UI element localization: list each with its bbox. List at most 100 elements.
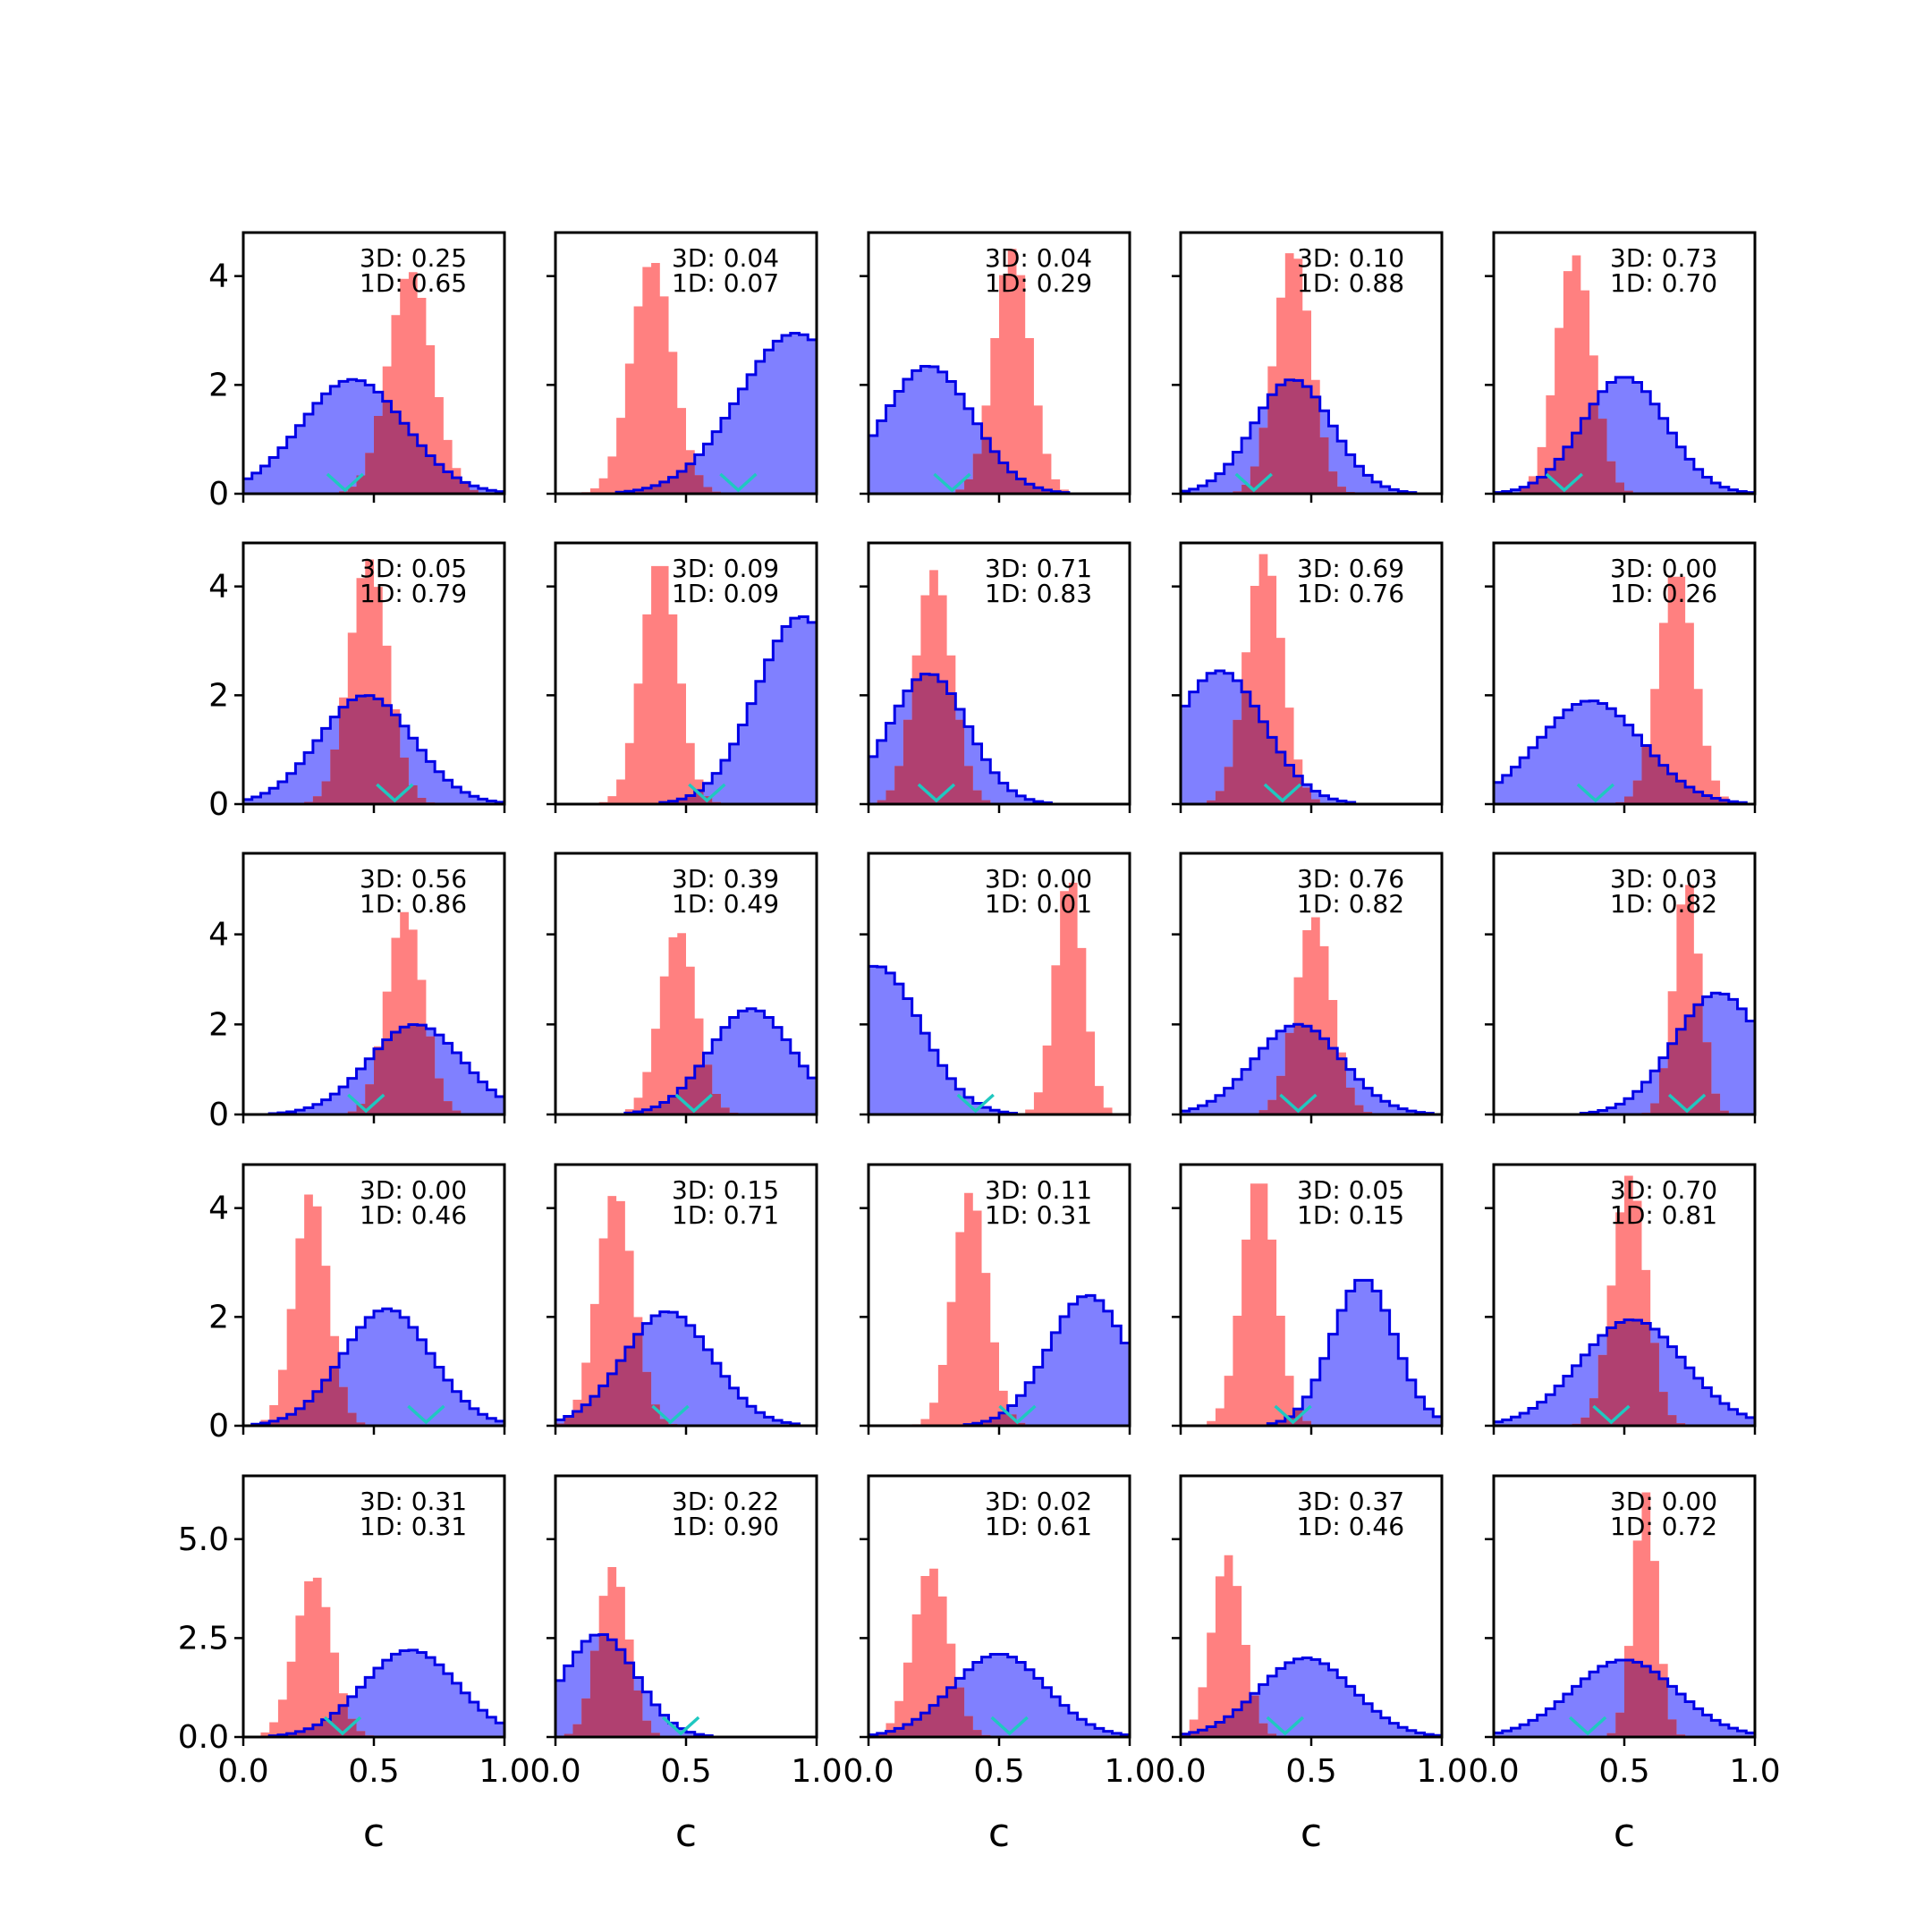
annotation-3d: 3D: 0.00 (985, 864, 1092, 894)
annotation-1d: 1D: 0.88 (1297, 268, 1404, 298)
red-histogram (869, 249, 1130, 494)
marker-icon (651, 1404, 690, 1425)
y-tick-label: 2 (208, 677, 229, 714)
annotation-3d: 3D: 0.71 (985, 554, 1092, 583)
blue-histogram-outline (555, 1632, 817, 1737)
annotation-3d: 3D: 0.00 (360, 1175, 467, 1205)
overlap-region (555, 463, 817, 494)
annotation-1d: 1D: 0.01 (985, 889, 1092, 919)
overlap-region (243, 1024, 504, 1114)
y-tick-label: 4 (208, 258, 229, 295)
marker-icon (719, 472, 758, 493)
annotation-3d: 3D: 0.15 (672, 1175, 779, 1205)
overlap-region (243, 1367, 504, 1426)
x-axis-label: c (1614, 1810, 1635, 1856)
y-tick-label: 0 (208, 476, 229, 513)
red-histogram (1494, 1175, 1755, 1426)
blue-histogram-outline (1494, 991, 1755, 1114)
overlap-region (1181, 691, 1442, 804)
x-tick-label: 0.5 (1598, 1753, 1649, 1790)
x-tick-label: 1.0 (1104, 1753, 1155, 1790)
overlap-region (1181, 1024, 1442, 1114)
blue-histogram-outline (243, 1307, 504, 1426)
annotation-1d: 1D: 0.70 (1610, 268, 1717, 298)
x-axis-label: c (675, 1810, 697, 1856)
x-tick-label: 0.0 (843, 1753, 894, 1790)
blue-histogram-fill (869, 1295, 1130, 1426)
marker-icon (1266, 1716, 1304, 1736)
blue-histogram-fill (243, 1309, 504, 1426)
blue-histogram-fill (555, 333, 817, 494)
overlap-region (1494, 1004, 1755, 1114)
annotation-3d: 3D: 0.00 (1610, 554, 1717, 583)
annotation-3d: 3D: 0.73 (1610, 243, 1717, 273)
annotation-3d: 3D: 0.25 (360, 243, 467, 273)
annotation-1d: 1D: 0.81 (1610, 1200, 1717, 1230)
x-tick-label: 1.0 (1729, 1753, 1780, 1790)
annotation-3d: 3D: 0.39 (672, 864, 779, 894)
y-tick-label: 5.0 (178, 1521, 229, 1558)
blue-histogram-outline (1181, 1278, 1442, 1426)
marker-icon (1274, 1404, 1312, 1425)
marker-icon (326, 472, 365, 493)
marker-icon (1279, 1093, 1318, 1114)
x-tick-label: 0.5 (660, 1753, 711, 1790)
x-tick-label: 0.0 (1155, 1753, 1206, 1790)
red-histogram (1181, 1555, 1442, 1737)
red-histogram (869, 1192, 1130, 1426)
blue-histogram-outline (243, 694, 504, 804)
overlap-region (243, 401, 504, 494)
marker-icon (1545, 472, 1584, 493)
marker-icon (376, 783, 414, 803)
annotation-3d: 3D: 0.05 (1297, 1175, 1404, 1205)
annotation-1d: 1D: 0.49 (672, 889, 779, 919)
overlap-region (1494, 1660, 1755, 1737)
x-tick-label: 1.0 (1416, 1753, 1467, 1790)
overlap-region (869, 674, 1130, 804)
blue-histogram-outline (1181, 378, 1442, 494)
annotation-1d: 1D: 0.09 (672, 579, 779, 608)
marker-icon (998, 1404, 1037, 1425)
x-axis-label: c (988, 1810, 1010, 1856)
marker-icon (347, 1093, 386, 1114)
marker-icon (956, 1093, 995, 1114)
red-histogram (1181, 917, 1442, 1114)
annotation-1d: 1D: 0.46 (360, 1200, 467, 1230)
blue-histogram-fill (555, 616, 817, 804)
blue-histogram-outline (555, 614, 817, 804)
annotation-1d: 1D: 0.07 (672, 268, 779, 298)
red-histogram (869, 1568, 1130, 1737)
annotation-3d: 3D: 0.69 (1297, 554, 1404, 583)
annotation-1d: 1D: 0.82 (1610, 889, 1717, 919)
annotation-3d: 3D: 0.10 (1297, 243, 1404, 273)
red-histogram (243, 1577, 504, 1737)
annotation-1d: 1D: 0.61 (985, 1512, 1092, 1541)
y-tick-label: 4 (208, 917, 229, 953)
annotation-1d: 1D: 0.82 (1297, 889, 1404, 919)
annotation-3d: 3D: 0.70 (1610, 1175, 1717, 1205)
x-tick-label: 0.5 (348, 1753, 399, 1790)
red-histogram (555, 933, 817, 1114)
annotation-3d: 3D: 0.31 (360, 1487, 467, 1516)
annotation-3d: 3D: 0.22 (672, 1487, 779, 1516)
marker-icon (688, 783, 726, 803)
red-histogram (869, 882, 1130, 1114)
x-axis-label: c (363, 1810, 385, 1856)
overlap-region (555, 1064, 817, 1114)
x-tick-label: 1.0 (479, 1753, 530, 1790)
annotation-1d: 1D: 0.90 (672, 1512, 779, 1541)
blue-histogram-outline (1494, 1318, 1755, 1426)
blue-histogram-outline (1494, 376, 1755, 494)
annotation-1d: 1D: 0.31 (360, 1512, 467, 1541)
overlap-region (1494, 403, 1755, 494)
